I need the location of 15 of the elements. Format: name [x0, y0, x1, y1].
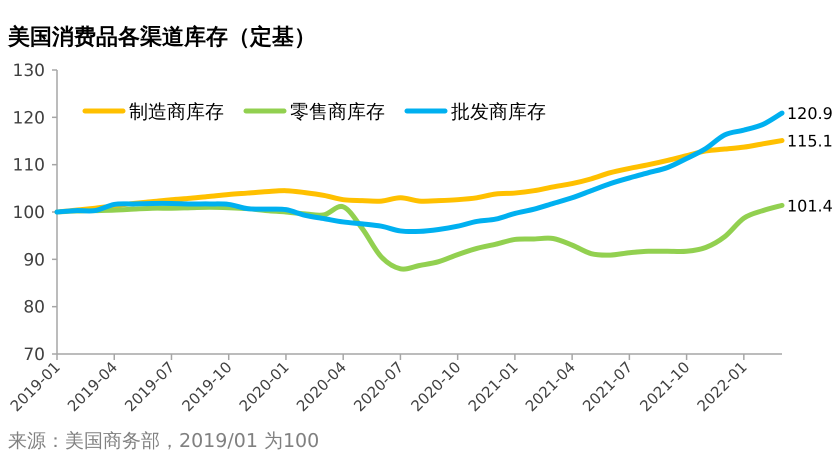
annotation: 120.9 [787, 104, 833, 124]
y-tick-label: 120 [12, 108, 45, 128]
annotation: 101.4 [787, 196, 833, 216]
legend-label: 制造商库存 [129, 101, 224, 123]
source-note: 来源：美国商务部，2019/01 为100 [8, 430, 320, 452]
y-tick-label: 110 [12, 156, 45, 176]
annotation: 115.1 [787, 132, 833, 151]
y-tick-label: 70 [23, 345, 45, 365]
y-tick-label: 100 [12, 203, 45, 223]
y-tick-label: 80 [23, 298, 45, 318]
y-tick-label: 130 [12, 61, 45, 81]
legend-label: 批发商库存 [451, 101, 546, 123]
y-tick-label: 90 [23, 250, 45, 270]
legend-label: 零售商库存 [290, 101, 385, 123]
chart-title: 美国消费品各渠道库存（定基） [7, 24, 316, 50]
